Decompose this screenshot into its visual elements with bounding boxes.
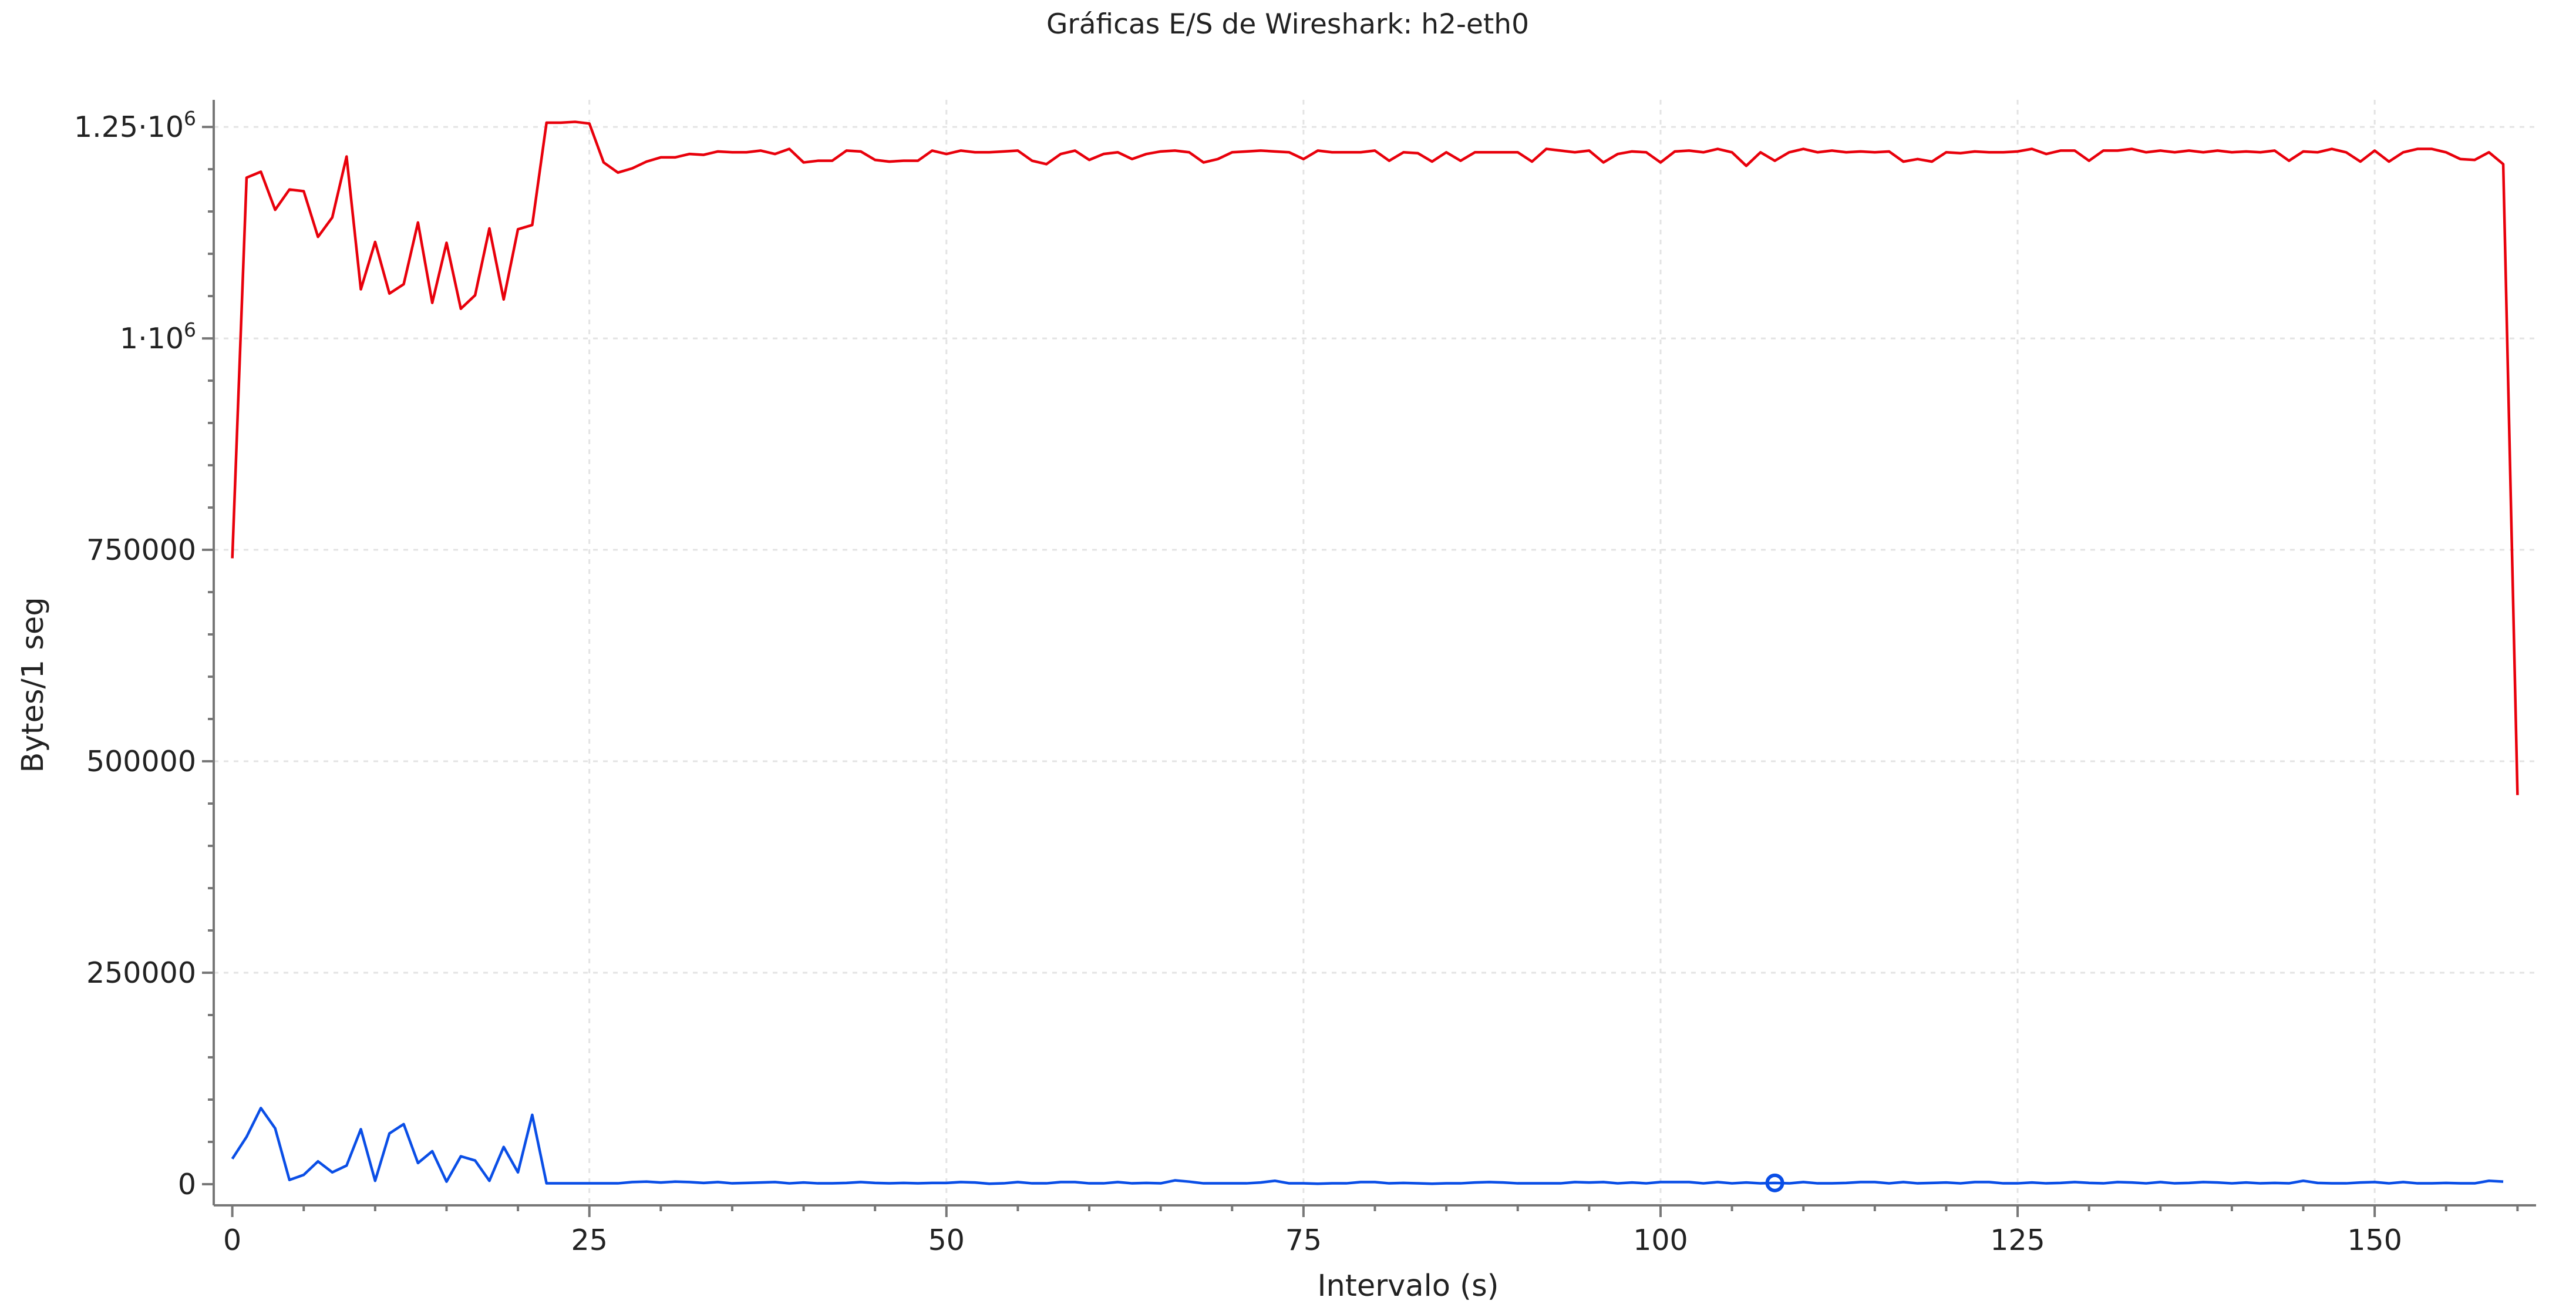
y-tick-label-base: 750000 — [86, 533, 196, 567]
series-line-2 — [231, 1107, 2504, 1185]
marker-layer[interactable] — [1765, 1173, 1784, 1192]
x-tick-label: 100 — [1633, 1224, 1688, 1257]
y-tick-label: 0 — [178, 1168, 196, 1201]
x-tick-label: 25 — [571, 1224, 608, 1257]
y-tick-label-base: 500000 — [86, 745, 196, 778]
x-axis-label: Intervalo (s) — [1317, 1269, 1499, 1303]
chart-title: Gráficas E/S de Wireshark: h2-eth0 — [1046, 8, 1529, 41]
y-tick-label: 750000 — [86, 533, 196, 567]
series-line-1 — [231, 120, 2519, 795]
axes-layer — [213, 100, 2536, 1207]
x-tick-label: 150 — [2347, 1224, 2402, 1257]
y-tick-label-base: 250000 — [86, 956, 196, 990]
x-tick-label: 75 — [1285, 1224, 1322, 1257]
grid-layer — [214, 100, 2536, 1205]
y-tick-label-exponent: 6 — [184, 107, 196, 130]
y-tick-label-base: 1·10 — [120, 322, 184, 355]
x-tick-label: 125 — [1990, 1224, 2045, 1257]
x-tick-label: 0 — [223, 1224, 241, 1257]
y-tick-label: 250000 — [86, 956, 196, 990]
series-layer — [231, 120, 2519, 1185]
y-tick-label: 1.25·106 — [74, 107, 196, 144]
y-tick-label-exponent: 6 — [184, 318, 196, 341]
selected-point-marker[interactable] — [1765, 1173, 1784, 1192]
y-tick-label: 500000 — [86, 745, 196, 778]
y-tick-label: 1·106 — [120, 318, 196, 355]
x-tick-label: 50 — [928, 1224, 965, 1257]
y-tick-label-base: 0 — [178, 1168, 196, 1201]
y-tick-label-base: 1.25·10 — [74, 110, 184, 144]
y-axis-label: Bytes/1 seg — [16, 597, 50, 772]
